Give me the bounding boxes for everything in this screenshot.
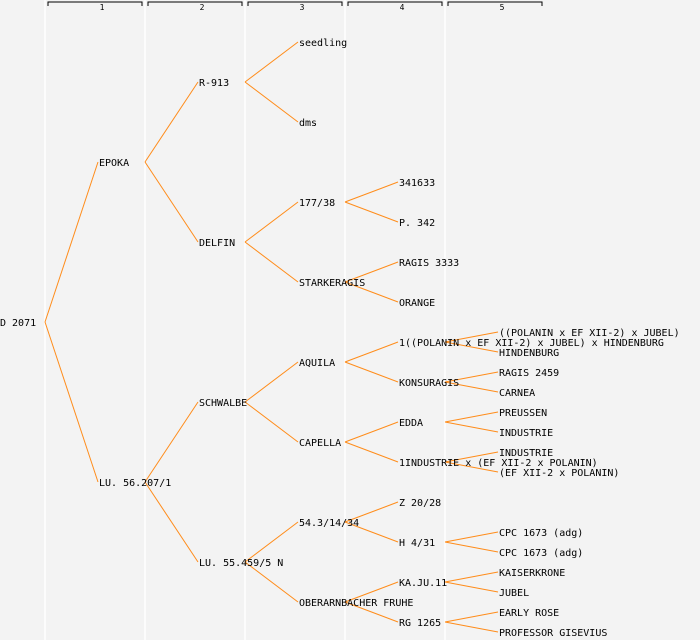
pedigree-node-label[interactable]: EPOKA bbox=[99, 158, 129, 169]
connector-line bbox=[444, 451, 499, 463]
connector-line bbox=[444, 621, 499, 633]
pedigree-node-label[interactable]: KONSURAGIS bbox=[399, 378, 459, 389]
pedigree-node-label[interactable]: 1INDUSTRIE x (EF XII-2 x POLANIN) bbox=[399, 458, 598, 469]
pedigree-node-label[interactable]: R-913 bbox=[199, 78, 229, 89]
connector-line bbox=[244, 521, 299, 563]
pedigree-node-label[interactable]: (EF XII-2 x POLANIN) bbox=[499, 468, 619, 479]
connector-line bbox=[344, 361, 399, 383]
connector-line bbox=[244, 41, 299, 83]
connector-line bbox=[244, 401, 299, 443]
column-bracket bbox=[347, 1, 443, 6]
connector-line bbox=[344, 581, 399, 603]
pedigree-node-label[interactable]: HINDENBURG bbox=[499, 348, 559, 359]
connector-line bbox=[144, 161, 199, 243]
connector-line bbox=[444, 341, 499, 353]
pedigree-node-label[interactable]: CARNEA bbox=[499, 388, 535, 399]
connector-line bbox=[344, 261, 399, 283]
pedigree-node-label[interactable]: CAPELLA bbox=[299, 438, 341, 449]
connector-line bbox=[144, 401, 199, 483]
connector-line bbox=[444, 581, 499, 593]
column-header-label: 1 bbox=[100, 3, 105, 12]
column-header-label: 5 bbox=[500, 3, 505, 12]
column-bracket bbox=[47, 1, 143, 6]
connector-line bbox=[344, 521, 399, 543]
connector-line bbox=[344, 601, 399, 623]
pedigree-node-label[interactable]: PROFESSOR GISEVIUS bbox=[499, 628, 607, 639]
pedigree-node-label[interactable]: 341633 bbox=[399, 178, 435, 189]
pedigree-node-label[interactable]: CPC 1673 (adg) bbox=[499, 528, 583, 539]
pedigree-node-label[interactable]: KAISERKRONE bbox=[499, 568, 565, 579]
connector-line bbox=[344, 341, 399, 363]
column-header-label: 2 bbox=[200, 3, 205, 12]
node-labels: D 2071 EPOKA R-913 seedling dms DELFIN 177/38 3… bbox=[0, 38, 680, 639]
connector-line bbox=[244, 561, 299, 603]
connector-lines bbox=[44, 41, 499, 633]
pedigree-node-label[interactable]: JUBEL bbox=[499, 588, 529, 599]
pedigree-node-label[interactable]: CPC 1673 (adg) bbox=[499, 548, 583, 559]
pedigree-node-label[interactable]: AQUILA bbox=[299, 358, 335, 369]
connector-line bbox=[44, 321, 99, 483]
connector-line bbox=[344, 501, 399, 523]
pedigree-node-label[interactable]: ((POLANIN x EF XII-2) x JUBEL) bbox=[499, 328, 680, 339]
connector-line bbox=[344, 281, 399, 303]
pedigree-node-label[interactable]: LU. 56.207/1 bbox=[99, 478, 171, 489]
pedigree-node-label[interactable]: 177/38 bbox=[299, 198, 335, 209]
connector-line bbox=[244, 81, 299, 123]
pedigree-node-label[interactable]: P. 342 bbox=[399, 218, 435, 229]
pedigree-node-label[interactable]: KA.JU.11 bbox=[399, 578, 447, 589]
connector-line bbox=[144, 481, 199, 563]
column-bracket bbox=[247, 1, 343, 6]
connector-line bbox=[444, 421, 499, 433]
pedigree-node-label[interactable]: DELFIN bbox=[199, 238, 235, 249]
connector-line bbox=[344, 201, 399, 223]
column-header-label: 4 bbox=[400, 3, 405, 12]
column-dividers bbox=[44, 0, 446, 640]
connector-line bbox=[344, 441, 399, 463]
pedigree-node-label[interactable]: dms bbox=[299, 118, 317, 129]
pedigree-node-label[interactable]: LU. 55.459/5 N bbox=[199, 558, 283, 569]
connector-line bbox=[244, 241, 299, 283]
pedigree-node-label[interactable]: 54.3/14/34 bbox=[299, 518, 359, 529]
pedigree-node-label[interactable]: SCHWALBE bbox=[199, 398, 247, 409]
column-headers: 1 2 3 4 5 bbox=[47, 1, 543, 12]
pedigree-node-label[interactable]: PREUSSEN bbox=[499, 408, 547, 419]
connector-line bbox=[244, 361, 299, 403]
connector-line bbox=[444, 411, 499, 423]
pedigree-node-label[interactable]: INDUSTRIE bbox=[499, 448, 553, 459]
pedigree-node-label[interactable]: RAGIS 2459 bbox=[499, 368, 559, 379]
connector-line bbox=[444, 331, 499, 343]
connector-line bbox=[244, 201, 299, 243]
pedigree-node-label[interactable]: H 4/31 bbox=[399, 538, 435, 549]
pedigree-node-label[interactable]: OBERARNBACHER FRUHE bbox=[299, 598, 413, 609]
connector-line bbox=[444, 541, 499, 553]
connector-line bbox=[444, 381, 499, 393]
pedigree-node-label[interactable]: INDUSTRIE bbox=[499, 428, 553, 439]
pedigree-node-label[interactable]: RG 1265 bbox=[399, 618, 441, 629]
connector-line bbox=[444, 611, 499, 623]
pedigree-node-label[interactable]: EARLY ROSE bbox=[499, 608, 559, 619]
connector-line bbox=[444, 461, 499, 473]
column-bracket bbox=[147, 1, 243, 6]
pedigree-node-label[interactable]: RAGIS 3333 bbox=[399, 258, 459, 269]
pedigree-node-label[interactable]: Z 20/28 bbox=[399, 498, 441, 509]
connector-line bbox=[144, 81, 199, 163]
connector-line bbox=[444, 531, 499, 543]
pedigree-node-label[interactable]: EDDA bbox=[399, 418, 423, 429]
pedigree-node-label[interactable]: seedling bbox=[299, 38, 347, 49]
connector-line bbox=[344, 181, 399, 203]
pedigree-node-label[interactable]: D 2071 bbox=[0, 318, 36, 329]
pedigree-node-label[interactable]: 1((POLANIN x EF XII-2) x JUBEL) x HINDEN… bbox=[399, 338, 664, 349]
column-header-label: 3 bbox=[300, 3, 305, 12]
pedigree-node-label[interactable]: ORANGE bbox=[399, 298, 435, 309]
connector-line bbox=[344, 421, 399, 443]
connector-line bbox=[44, 161, 99, 323]
connector-line bbox=[444, 571, 499, 583]
column-bracket bbox=[447, 1, 543, 6]
connector-line bbox=[444, 371, 499, 383]
pedigree-node-label[interactable]: STARKERAGIS bbox=[299, 278, 365, 289]
